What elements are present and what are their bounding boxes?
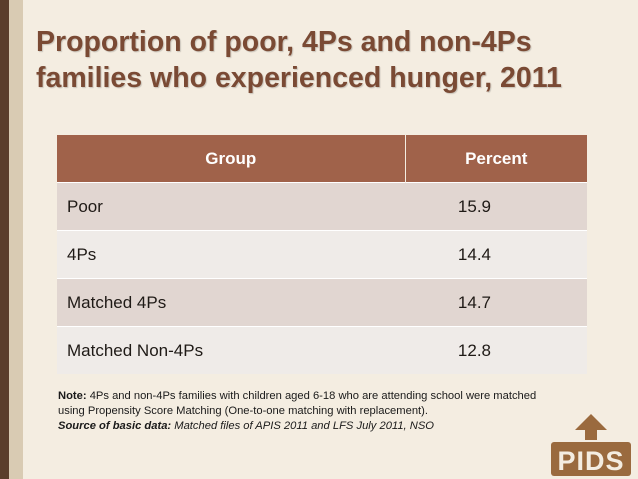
footnote-line-1: Note: 4Ps and non-4Ps families with chil… <box>58 389 598 404</box>
cell-group: Matched 4Ps <box>57 278 405 327</box>
table-row: 4Ps 14.4 <box>57 230 587 279</box>
side-accent-bar-dark <box>0 0 9 479</box>
source-text: Matched files of APIS 2011 and LFS July … <box>171 420 434 432</box>
note-label: Note: <box>58 390 87 402</box>
hunger-table: Group Percent Poor 15.9 4Ps 14.4 Matched… <box>57 135 587 374</box>
table-row: Matched Non-4Ps 12.8 <box>57 326 587 374</box>
footnote: Note: 4Ps and non-4Ps families with chil… <box>58 389 598 434</box>
slide-title-line-1: Proportion of poor, 4Ps and non-4Ps <box>36 26 532 58</box>
table-row: Matched 4Ps 14.7 <box>57 278 587 327</box>
cell-percent: 15.9 <box>405 182 587 231</box>
cell-group: Matched Non-4Ps <box>57 326 405 374</box>
header-percent: Percent <box>405 135 587 183</box>
pids-logo: PIDS <box>551 414 631 476</box>
table-row: Poor 15.9 <box>57 182 587 231</box>
source-label: Source of basic data: <box>58 420 172 432</box>
logo-plate <box>551 442 631 476</box>
header-group: Group <box>57 135 406 183</box>
cell-percent: 14.4 <box>405 230 587 279</box>
logo-text: PIDS <box>557 446 624 476</box>
table-header-row: Group Percent <box>57 135 587 183</box>
cell-group: 4Ps <box>57 230 405 279</box>
note-text-2: using Propensity Score Matching (One-to-… <box>58 405 428 417</box>
source-line: Source of basic data: Matched files of A… <box>58 419 598 434</box>
note-text-1: 4Ps and non-4Ps families with children a… <box>86 390 537 402</box>
side-accent-bar-light <box>9 0 23 479</box>
logo-arrow-icon <box>575 414 607 440</box>
slide-title: Proportion of poor, 4Ps and non-4Ps fami… <box>36 24 631 96</box>
cell-percent: 14.7 <box>405 278 587 327</box>
cell-group: Poor <box>57 182 405 231</box>
cell-percent: 12.8 <box>405 326 587 374</box>
slide-title-line-2: families who experienced hunger, 2011 <box>36 62 562 94</box>
